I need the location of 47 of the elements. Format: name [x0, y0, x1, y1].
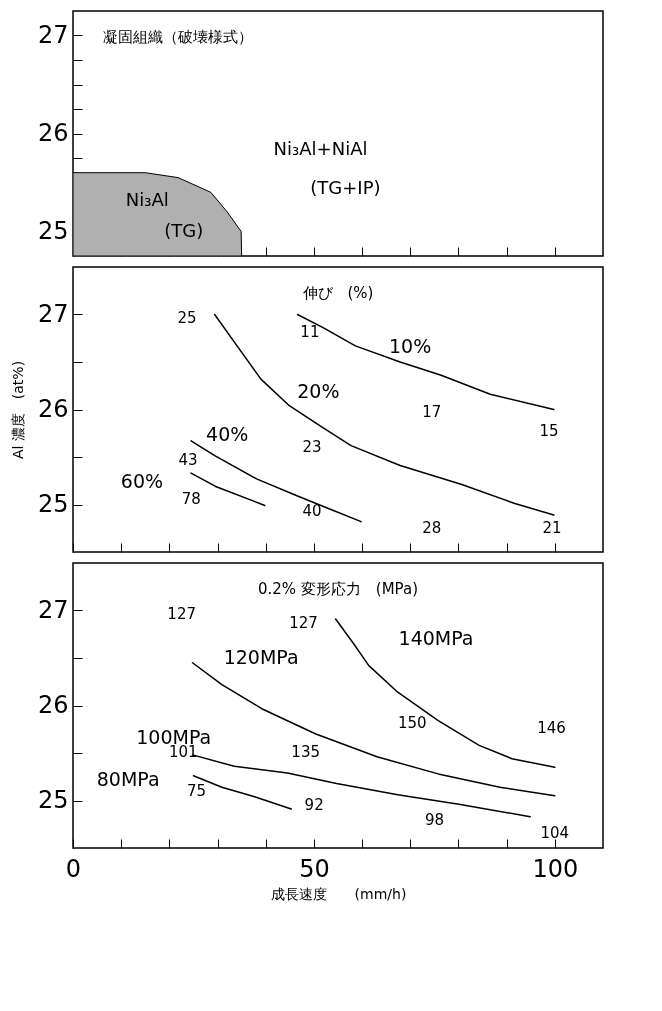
annotation: (TG+IP)	[310, 177, 381, 199]
annotation: 43	[178, 450, 198, 469]
series-label: 140MPa	[398, 627, 474, 650]
annotation: 127	[167, 605, 196, 624]
annotation: 11	[300, 322, 320, 341]
annotation: 28	[422, 519, 442, 538]
y-tick-label: 27	[37, 596, 69, 624]
annotation: 75	[186, 782, 207, 800]
series-label: 10%	[388, 334, 432, 357]
text: 凝固組織（破壊様式）	[103, 28, 253, 46]
y-tick-label: 26	[37, 691, 69, 719]
y-tick-label: 25	[37, 490, 69, 518]
annotation: Ni₃Al+NiAl	[273, 138, 368, 160]
annotation: 135	[291, 742, 320, 761]
x-tick-label: 0	[65, 854, 82, 883]
annotation: 23	[302, 437, 322, 456]
x-tick-label: 100	[532, 854, 579, 883]
y-tick-label: 27	[37, 300, 69, 328]
y-tick-label: 25	[37, 217, 69, 245]
y-tick-label: 26	[37, 395, 69, 423]
annotation: 78	[181, 489, 201, 508]
annotation: Ni₃Al	[125, 189, 169, 211]
text: 0.2% 変形応力 (MPa)	[257, 580, 419, 598]
y-tick-label: 25	[37, 786, 69, 814]
annotation: 15	[539, 422, 559, 441]
annotation: 127	[289, 613, 318, 632]
annotation: 40	[302, 501, 322, 520]
annotation: (TG)	[164, 220, 204, 242]
annotation: 104	[540, 823, 570, 842]
y-axis-title: Al 濃度 (at%)	[9, 360, 26, 460]
series-label: 20%	[297, 380, 340, 403]
annotation: 17	[422, 403, 442, 422]
annotation: 25	[177, 309, 197, 328]
annotation: 98	[424, 811, 445, 830]
x-tick-label: 50	[299, 854, 330, 883]
annotation: 146	[537, 719, 566, 738]
y-tick-label: 26	[37, 119, 69, 147]
series-label: 120MPa	[223, 645, 299, 668]
series-label: 80MPa	[96, 767, 160, 790]
annotation: 92	[304, 796, 324, 815]
series-label: 40%	[206, 423, 249, 446]
series-label: 60%	[120, 469, 164, 492]
text: 伸び (%)	[301, 284, 374, 302]
annotation: 150	[397, 713, 427, 732]
annotation: 21	[542, 519, 562, 538]
x-axis-title: 成長速度 (mm/h)	[270, 885, 407, 902]
y-tick-label: 27	[37, 21, 69, 49]
